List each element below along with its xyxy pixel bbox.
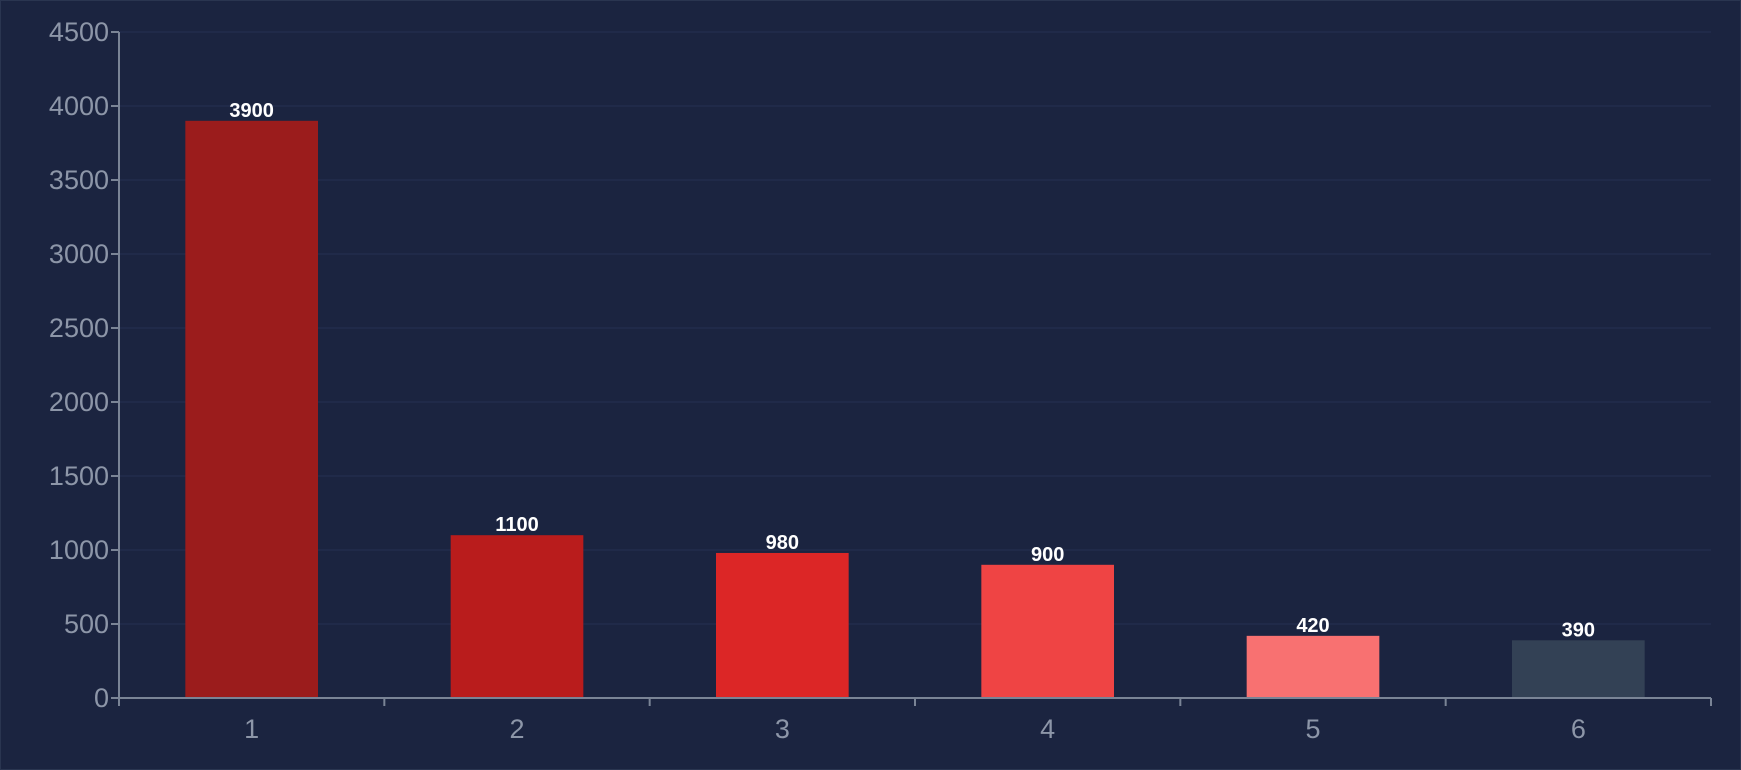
bars	[185, 120, 1645, 699]
y-tick-label: 2000	[49, 387, 109, 417]
y-tick-label: 3000	[49, 239, 109, 269]
x-tick-label-2: 2	[509, 714, 524, 744]
bar-2	[450, 535, 584, 698]
x-tick-label-3: 3	[775, 714, 790, 744]
data-label-3: 980	[766, 532, 799, 554]
y-tick-label: 1500	[49, 461, 109, 491]
data-label-1: 3900	[229, 100, 274, 122]
data-label-6: 390	[1562, 619, 1595, 641]
x-tick-label-4: 4	[1040, 714, 1055, 744]
y-tick-label: 1000	[49, 535, 109, 565]
y-tick-label: 3500	[49, 165, 109, 195]
y-tick-label: 2500	[49, 313, 109, 343]
grid-lines	[119, 31, 1711, 625]
data-label-5: 420	[1296, 615, 1329, 637]
x-tick-label-6: 6	[1571, 714, 1586, 744]
bar-4	[981, 564, 1114, 698]
y-tick-label: 0	[94, 683, 109, 713]
data-label-2: 1100	[495, 514, 538, 536]
y-tick-label: 500	[64, 609, 109, 639]
data-label-4: 900	[1031, 544, 1064, 566]
y-tick-label: 4500	[49, 17, 109, 47]
x-tick-label-1: 1	[244, 714, 259, 744]
axes: 0 500 1000 1500 2000 2500 3000 3500 4000 4500 1 2 3 4…	[49, 17, 1712, 744]
bar-1	[185, 120, 318, 699]
bar-3	[716, 552, 849, 698]
bar-6	[1512, 640, 1645, 698]
data-labels: 3900 1100 980 900 420 390	[229, 100, 1595, 641]
x-tick-label-5: 5	[1305, 714, 1320, 744]
bar-5	[1246, 635, 1380, 698]
y-tick-label: 4000	[49, 91, 109, 121]
